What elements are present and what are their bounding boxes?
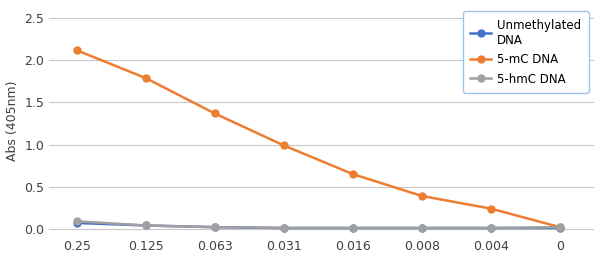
- 5-mC DNA: [280, 144, 287, 147]
- Line: 5-hmC DNA: 5-hmC DNA: [73, 218, 563, 232]
- Unmethylated
DNA: [280, 226, 287, 229]
- 5-hmC DNA: [487, 226, 494, 229]
- 5-hmC DNA: [73, 220, 80, 223]
- Unmethylated
DNA: [556, 226, 563, 229]
- 5-mC DNA: [418, 195, 425, 198]
- 5-hmC DNA: [556, 226, 563, 229]
- 5-mC DNA: [556, 226, 563, 229]
- 5-mC DNA: [211, 112, 218, 115]
- 5-hmC DNA: [418, 226, 425, 229]
- 5-hmC DNA: [142, 224, 149, 227]
- Unmethylated
DNA: [142, 224, 149, 227]
- Unmethylated
DNA: [487, 226, 494, 229]
- 5-mC DNA: [487, 207, 494, 210]
- Unmethylated
DNA: [211, 226, 218, 229]
- 5-mC DNA: [349, 172, 356, 176]
- 5-hmC DNA: [280, 226, 287, 229]
- 5-hmC DNA: [211, 226, 218, 229]
- Legend: Unmethylated
DNA, 5-mC DNA, 5-hmC DNA: Unmethylated DNA, 5-mC DNA, 5-hmC DNA: [463, 11, 589, 93]
- 5-mC DNA: [142, 76, 149, 80]
- Unmethylated
DNA: [349, 226, 356, 229]
- Y-axis label: Abs (405nm): Abs (405nm): [5, 80, 19, 161]
- 5-hmC DNA: [349, 226, 356, 229]
- Line: Unmethylated
DNA: Unmethylated DNA: [73, 219, 563, 232]
- Line: 5-mC DNA: 5-mC DNA: [73, 47, 563, 231]
- Unmethylated
DNA: [418, 226, 425, 229]
- 5-mC DNA: [73, 49, 80, 52]
- Unmethylated
DNA: [73, 221, 80, 225]
